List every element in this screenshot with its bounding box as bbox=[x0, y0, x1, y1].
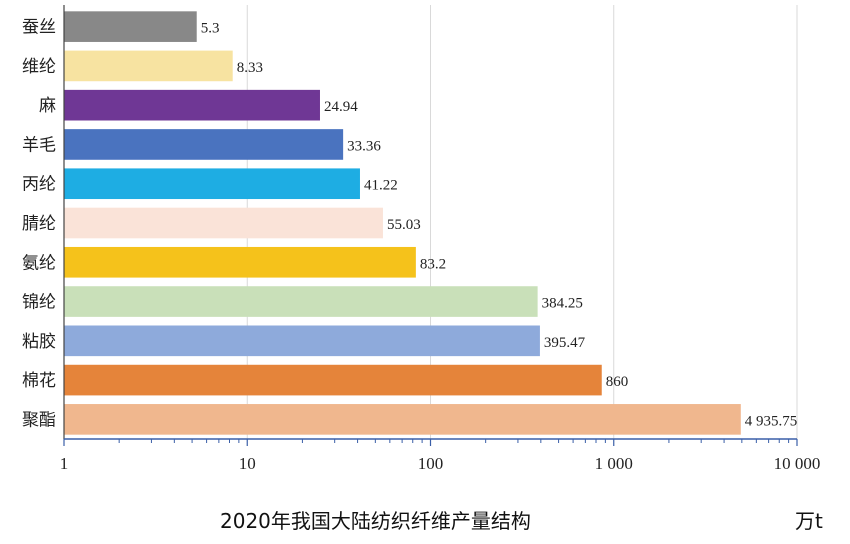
category-label: 聚酯 bbox=[22, 410, 56, 430]
category-label: 腈纶 bbox=[22, 214, 56, 234]
category-label: 麻 bbox=[39, 96, 56, 116]
category-label: 丙纶 bbox=[22, 175, 56, 195]
value-label: 8.33 bbox=[237, 60, 263, 76]
category-label: 蚕丝 bbox=[22, 18, 56, 38]
bar bbox=[64, 11, 197, 42]
value-label: 395.47 bbox=[544, 335, 586, 351]
x-tick-label: 10 000 bbox=[774, 454, 821, 473]
unit-label: 万t bbox=[795, 509, 823, 533]
bar bbox=[64, 246, 416, 278]
value-label: 83.2 bbox=[420, 256, 446, 272]
category-label: 粘胶 bbox=[22, 332, 56, 352]
bar bbox=[64, 207, 383, 239]
bar bbox=[64, 129, 344, 160]
bar bbox=[64, 404, 741, 435]
value-label: 33.36 bbox=[347, 138, 381, 154]
value-label: 384.25 bbox=[542, 296, 583, 312]
value-label: 55.03 bbox=[387, 217, 421, 233]
chart-title-area: 2020年我国大陆纺织纤维产量结构 万t bbox=[0, 505, 850, 535]
bar bbox=[64, 325, 540, 357]
bar bbox=[64, 89, 320, 121]
x-tick-label: 1 000 bbox=[595, 454, 633, 473]
bar-chart: 蚕丝 5.3 维纶 8.33 麻 24.94 羊毛 33.36 丙纶 41.22 腈纶 55.03 氨纶… bbox=[22, 5, 821, 473]
value-label: 5.3 bbox=[201, 21, 220, 37]
value-label: 4 935.75 bbox=[745, 413, 798, 429]
x-tick-label: 10 bbox=[239, 454, 256, 473]
bar bbox=[64, 286, 538, 317]
x-tick-label: 100 bbox=[418, 454, 444, 473]
value-label: 41.22 bbox=[364, 178, 398, 194]
bar bbox=[64, 168, 360, 200]
x-tick-label: 1 bbox=[60, 454, 69, 473]
category-label: 棉花 bbox=[22, 371, 56, 391]
value-label: 24.94 bbox=[324, 99, 358, 115]
bar bbox=[64, 364, 602, 396]
category-label: 锦纶 bbox=[22, 293, 56, 313]
category-label: 维纶 bbox=[22, 57, 56, 77]
value-label: 860 bbox=[606, 374, 629, 390]
category-label: 氨纶 bbox=[22, 253, 56, 273]
category-label: 羊毛 bbox=[22, 135, 56, 155]
bar bbox=[64, 50, 233, 82]
chart-title: 2020年我国大陆纺织纤维产量结构 bbox=[220, 509, 531, 533]
